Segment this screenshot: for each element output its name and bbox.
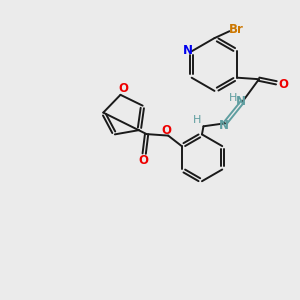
- Text: Br: Br: [229, 22, 244, 36]
- Text: H: H: [193, 115, 201, 125]
- Text: O: O: [162, 124, 172, 137]
- Text: N: N: [219, 119, 229, 132]
- Text: H: H: [229, 93, 237, 103]
- Text: O: O: [138, 154, 148, 167]
- Text: N: N: [236, 95, 246, 108]
- Text: N: N: [183, 44, 193, 57]
- Text: O: O: [118, 82, 128, 95]
- Text: O: O: [278, 78, 288, 91]
